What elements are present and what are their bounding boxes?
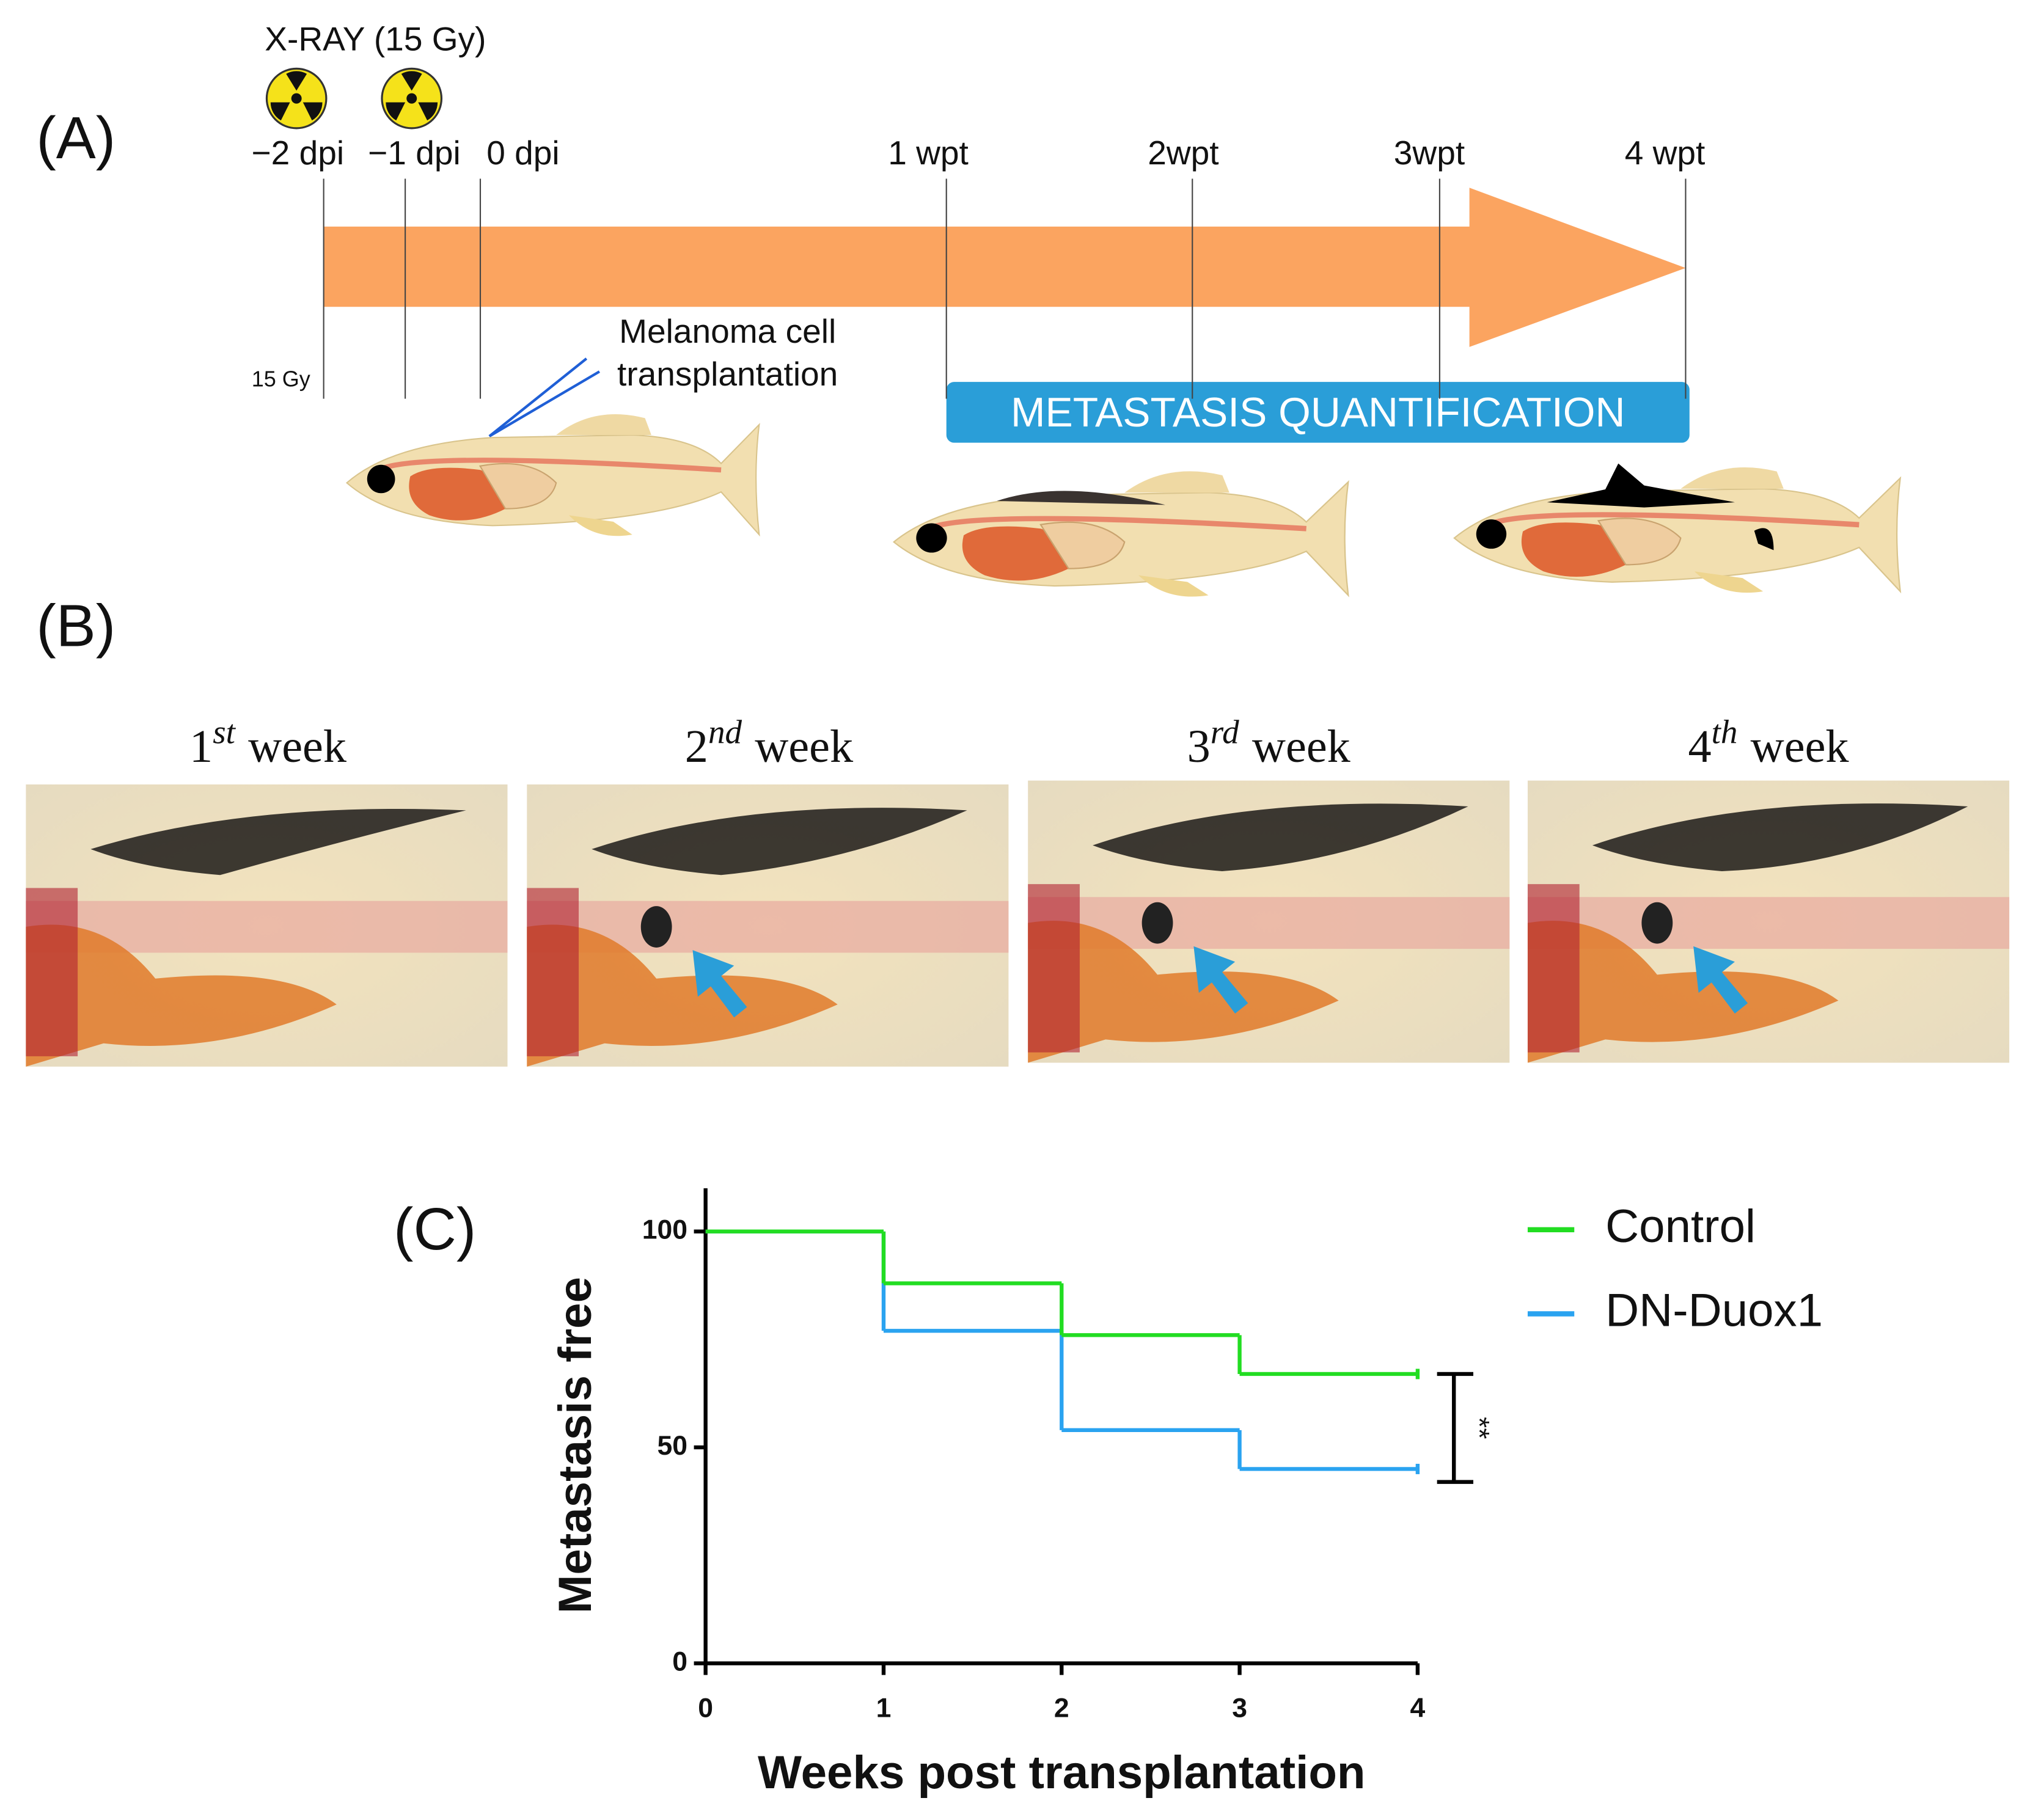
dose-label: 15 Gy bbox=[252, 366, 310, 391]
photo-organ bbox=[527, 924, 838, 1067]
metastasis bbox=[640, 906, 672, 948]
week-label: 2nd week bbox=[685, 713, 854, 772]
x-tick-label: 1 bbox=[876, 1694, 892, 1723]
tumor bbox=[997, 491, 1165, 505]
photo-red bbox=[1028, 884, 1080, 1053]
y-axis-label: Metastasis free bbox=[549, 1277, 601, 1614]
x-tick-label: 2 bbox=[1054, 1694, 1069, 1723]
week-suffix: nd bbox=[708, 713, 742, 750]
radiation-icon bbox=[265, 67, 328, 130]
timeline-label: 2wpt bbox=[1148, 134, 1218, 172]
needle bbox=[488, 370, 600, 437]
photo-red bbox=[26, 888, 78, 1056]
metastasis bbox=[1641, 902, 1673, 944]
fish bbox=[894, 471, 1349, 596]
photo-organ bbox=[1028, 921, 1339, 1063]
week-word: week bbox=[1751, 720, 1850, 772]
panel-label: (C) bbox=[394, 1196, 476, 1262]
week-label: 1st week bbox=[189, 713, 347, 772]
quantification-bar bbox=[946, 382, 1690, 443]
legend-label: DN-Duox1 bbox=[1605, 1285, 1823, 1337]
y-tick-label: 0 bbox=[672, 1646, 687, 1676]
timeline-arrowhead bbox=[1469, 188, 1686, 347]
week-word: week bbox=[248, 720, 347, 772]
radiation-icon bbox=[381, 67, 443, 130]
x-tick-label: 4 bbox=[1410, 1694, 1426, 1723]
metastasis bbox=[1141, 902, 1173, 944]
week-suffix: st bbox=[213, 713, 236, 750]
week-word: week bbox=[1252, 720, 1351, 772]
fish bbox=[1454, 467, 1900, 593]
timeline-label: 3wpt bbox=[1394, 134, 1465, 172]
week-number: 4 bbox=[1688, 720, 1711, 772]
x-tick-label: 3 bbox=[1232, 1694, 1247, 1723]
y-tick-label: 50 bbox=[658, 1431, 687, 1461]
panel-label: (B) bbox=[36, 593, 115, 659]
significance-label: ** bbox=[1464, 1417, 1495, 1439]
timeline-label: 4 wpt bbox=[1625, 134, 1706, 172]
pigment bbox=[1592, 803, 1968, 871]
timeline-label: 0 dpi bbox=[486, 134, 559, 172]
timeline-label: −2 dpi bbox=[251, 134, 344, 172]
photo-organ bbox=[1527, 921, 1839, 1063]
week-number: 2 bbox=[685, 720, 708, 772]
photo-organ bbox=[26, 924, 337, 1067]
xray-label: X-RAY (15 Gy) bbox=[265, 20, 486, 57]
needle bbox=[488, 357, 588, 437]
x-tick-label: 0 bbox=[698, 1694, 713, 1723]
pigment bbox=[592, 808, 967, 875]
fish bbox=[347, 414, 760, 536]
arrow bbox=[692, 950, 747, 1018]
week-suffix: rd bbox=[1211, 713, 1239, 750]
week-number: 1 bbox=[189, 720, 213, 772]
injection-label: transplantation bbox=[617, 355, 838, 393]
significance-bracket bbox=[1437, 1372, 1473, 1484]
pigment bbox=[90, 809, 466, 875]
injection-label: Melanoma cell bbox=[619, 312, 836, 350]
y-tick-label: 100 bbox=[642, 1215, 687, 1244]
week-suffix: th bbox=[1712, 713, 1738, 750]
arrow bbox=[1193, 946, 1248, 1014]
week-number: 3 bbox=[1187, 720, 1211, 772]
arrow bbox=[1693, 946, 1748, 1014]
photo-red bbox=[1527, 884, 1580, 1053]
week-label: 3rd week bbox=[1187, 713, 1351, 772]
week-word: week bbox=[755, 720, 854, 772]
week-label: 4th week bbox=[1688, 713, 1849, 772]
timeline-label: 1 wpt bbox=[888, 134, 969, 172]
panel-label: (A) bbox=[36, 104, 115, 171]
x-axis-label: Weeks post transplantation bbox=[758, 1747, 1365, 1799]
timeline-arrow bbox=[323, 226, 1472, 307]
photo-red bbox=[527, 888, 579, 1056]
pigment bbox=[1093, 803, 1468, 871]
legend-label: Control bbox=[1605, 1201, 1756, 1252]
timeline-label: −1 dpi bbox=[368, 134, 461, 172]
quantification-label: METASTASIS QUANTIFICATION bbox=[1011, 390, 1625, 436]
